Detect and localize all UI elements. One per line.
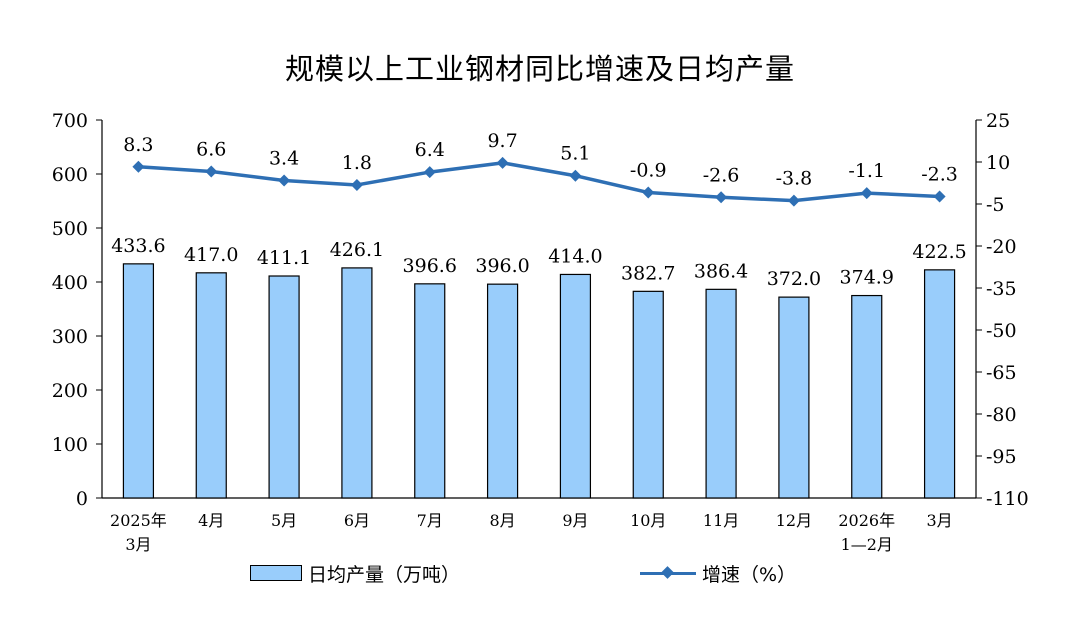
line-point	[569, 169, 582, 182]
line-value-label: 1.8	[342, 152, 372, 174]
bar-value-label: 426.1	[330, 239, 384, 261]
bar-value-label: 372.0	[767, 268, 821, 290]
right-tick-label: -50	[986, 320, 1017, 342]
right-tick-label: -65	[986, 362, 1017, 384]
x-tick-label: 9月	[562, 511, 588, 530]
line-point	[278, 174, 291, 187]
bar	[559, 273, 592, 499]
line-point	[350, 178, 363, 191]
line-point	[132, 160, 145, 173]
bar-value-label: 396.0	[475, 255, 529, 277]
line-value-label: 8.3	[123, 134, 153, 156]
line-value-label: 9.7	[487, 130, 517, 152]
line-value-label: -2.6	[703, 164, 740, 186]
line-value-label: -1.1	[848, 160, 885, 182]
x-tick-label: 8月	[489, 511, 515, 530]
x-tick-label: 11月	[703, 511, 739, 530]
line-value-label: 3.4	[269, 147, 299, 169]
x-tick-label: 6月	[344, 511, 370, 530]
bar-value-label: 411.1	[257, 247, 311, 269]
right-tick-label: -80	[986, 404, 1017, 426]
legend-bar-swatch	[250, 565, 302, 581]
right-tick-label: -35	[986, 278, 1017, 300]
line-value-label: -3.8	[776, 168, 813, 190]
line-point	[423, 166, 436, 179]
line-point	[933, 190, 946, 203]
line-value-label: 6.4	[415, 139, 445, 161]
bar-value-label: 422.5	[912, 241, 966, 263]
legend-line-swatch	[640, 566, 696, 580]
right-tick-label: 25	[986, 110, 1010, 132]
line-point	[496, 156, 509, 169]
bar	[122, 263, 155, 499]
right-tick-label: -95	[986, 446, 1017, 468]
line-point	[205, 165, 218, 178]
line-point	[715, 191, 728, 204]
line-value-label: 5.1	[560, 143, 590, 165]
x-tick-label: 10月	[630, 511, 666, 530]
x-tick-label: 5月	[271, 511, 297, 530]
bar-value-label: 433.6	[111, 235, 165, 257]
left-tick-label: 200	[52, 380, 88, 402]
bar-value-label: 417.0	[184, 244, 238, 266]
legend-line-label: 增速（%）	[702, 563, 797, 586]
x-tick-label: 2025年	[110, 511, 167, 530]
bar	[923, 269, 956, 499]
bar	[778, 296, 810, 499]
legend-item-line: 增速（%）	[640, 560, 796, 586]
line-point	[860, 187, 873, 200]
x-tick-label: 3月	[926, 511, 952, 530]
left-tick-label: 300	[52, 326, 88, 348]
growth-line	[138, 161, 940, 203]
bar-value-label: 414.0	[548, 245, 602, 267]
x-tick-label: 2026年	[838, 511, 895, 530]
line-point	[642, 186, 655, 199]
right-tick-label: -20	[986, 236, 1017, 258]
x-tick-label: 12月	[776, 511, 812, 530]
bar	[414, 283, 446, 499]
line-value-label: 6.6	[196, 139, 226, 161]
left-tick-label: 700	[52, 110, 88, 132]
bar	[341, 267, 373, 499]
legend-item-bar: 日均产量（万吨）	[250, 560, 460, 586]
chart-title: 规模以上工业钢材同比增速及日均产量	[284, 52, 795, 86]
left-tick-label: 0	[76, 488, 88, 510]
bar	[705, 288, 737, 499]
right-tick-label: -110	[986, 488, 1029, 510]
bar	[195, 272, 227, 499]
x-tick-label: 3月	[125, 535, 151, 554]
left-tick-label: 100	[52, 434, 88, 456]
left-tick-label: 500	[52, 218, 88, 240]
bar-value-label: 374.9	[840, 267, 894, 289]
line-value-label: -2.3	[921, 163, 958, 185]
left-tick-label: 600	[52, 164, 88, 186]
left-tick-label: 400	[52, 272, 88, 294]
bar-value-label: 396.6	[403, 255, 457, 277]
line-value-label: -0.9	[630, 160, 667, 182]
bar	[632, 290, 664, 499]
x-tick-label: 7月	[417, 511, 443, 530]
bar-value-label: 382.7	[621, 262, 675, 284]
right-tick-label: 10	[986, 152, 1010, 174]
right-tick-label: -5	[986, 194, 1005, 216]
bar	[486, 283, 519, 499]
x-tick-label: 4月	[198, 511, 224, 530]
bar-value-label: 386.4	[694, 260, 748, 282]
line-point	[787, 194, 800, 207]
legend-bar-label: 日均产量（万吨）	[308, 563, 461, 586]
bar	[851, 294, 883, 499]
bar	[268, 275, 300, 499]
x-tick-label: 1—2月	[841, 535, 893, 554]
